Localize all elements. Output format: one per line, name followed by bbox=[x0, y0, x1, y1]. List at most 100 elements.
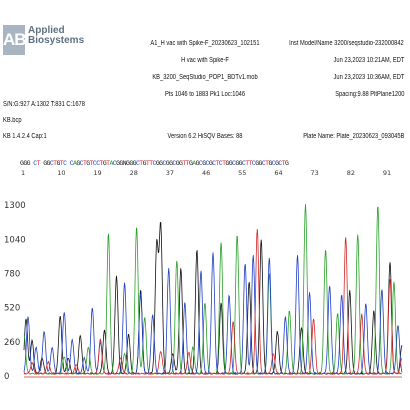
base-call-letter: C bbox=[33, 160, 37, 167]
base-call-letter: G bbox=[46, 160, 51, 167]
base-call-letter: C bbox=[152, 160, 157, 167]
base-position-label: 28 bbox=[129, 169, 138, 177]
base-call-letter: G bbox=[179, 160, 183, 167]
base-call-letter: G bbox=[235, 160, 239, 167]
base-position-labels: 1 10 19 28 37 46 55 64 73 82 91 bbox=[0, 169, 410, 179]
base-position-label: 82 bbox=[346, 169, 355, 177]
base-call-letter: C bbox=[92, 160, 97, 167]
base-call-letter: T bbox=[99, 160, 104, 167]
base-call-letter: C bbox=[241, 160, 246, 167]
base-call-letter: C bbox=[135, 160, 140, 167]
base-call-letter: G bbox=[228, 160, 233, 167]
trace-line bbox=[23, 252, 403, 376]
y-tick-label: 780 bbox=[4, 269, 20, 279]
base-call-letter: G bbox=[56, 160, 60, 167]
base-call-letter: G bbox=[169, 160, 173, 167]
base-call-letter: C bbox=[162, 160, 166, 167]
base-call-letter: C bbox=[79, 160, 84, 167]
base-call-letter: G bbox=[126, 160, 130, 167]
y-tick-label: 520 bbox=[4, 304, 20, 314]
electropherogram-chart: 0 260 520 780 1040 1300 bbox=[4, 201, 403, 382]
base-position-label: 1 bbox=[21, 169, 26, 177]
software-version: Version 6.2 HiSQV Bases: 88 bbox=[167, 133, 243, 140]
trace-line bbox=[23, 204, 403, 376]
logo-word-biosystems: Biosystems bbox=[28, 35, 85, 46]
base-call-letter: T bbox=[281, 160, 286, 167]
run-end-date: Jun 23,2023 10:36AM, EDT bbox=[333, 74, 404, 81]
base-call-letter: G bbox=[275, 160, 279, 167]
basecaller-file: KB.bcp bbox=[3, 117, 22, 124]
base-call-letter: C bbox=[49, 160, 54, 167]
base-call-letter: T bbox=[36, 160, 41, 167]
base-call-letter: T bbox=[182, 160, 186, 167]
base-position-label: 73 bbox=[310, 169, 319, 177]
base-call-letter: T bbox=[215, 160, 219, 167]
base-call-letter: T bbox=[265, 160, 269, 167]
base-call-letter: G bbox=[20, 160, 24, 167]
base-call-letter: T bbox=[89, 160, 94, 167]
base-call-letter: C bbox=[278, 160, 282, 167]
base-call-letter: G bbox=[258, 160, 263, 167]
base-call-letter: T bbox=[145, 160, 150, 167]
base-call-letter: T bbox=[185, 160, 190, 167]
applied-biosystems-logo: AB Applied Biosystems bbox=[3, 22, 84, 58]
base-position-label: 10 bbox=[57, 169, 66, 177]
base-call-letter: C bbox=[212, 160, 216, 167]
base-call-letter: G bbox=[208, 160, 213, 167]
base-call-letter: G bbox=[175, 160, 180, 167]
base-call-letter: G bbox=[86, 160, 90, 167]
run-start-date: Jun 23,2023 10:21AM, EDT bbox=[333, 57, 404, 64]
y-tick-label: 1300 bbox=[4, 201, 26, 211]
base-call-letter: G bbox=[26, 160, 31, 167]
base-call-letter: T bbox=[139, 160, 143, 167]
mobility-file: KB_3200_SeqStudio_POP1_BDTv1.mob bbox=[152, 74, 258, 81]
base-position-label: 91 bbox=[382, 169, 392, 177]
base-call-letter: G bbox=[43, 160, 47, 167]
points-range: Pts 1046 to 1883 Pk1 Loc:1046 bbox=[164, 91, 246, 98]
sample-name: H vac with Spike-F bbox=[181, 57, 229, 64]
base-position-label: 46 bbox=[201, 169, 211, 177]
base-call-letter: G bbox=[285, 160, 289, 167]
base-call-letter: C bbox=[251, 160, 256, 167]
base-call-letter: G bbox=[268, 160, 272, 167]
y-tick-label: 260 bbox=[4, 338, 20, 348]
base-call-letter: G bbox=[23, 160, 27, 167]
trace-line bbox=[23, 228, 403, 376]
base-call-letter: T bbox=[106, 160, 110, 167]
base-call-letter: T bbox=[222, 160, 226, 167]
base-call-letter: C bbox=[172, 160, 176, 167]
base-call-letter: G bbox=[155, 160, 160, 167]
base-call-letter: C bbox=[232, 160, 236, 167]
base-call-letter: G bbox=[142, 160, 147, 167]
base-call-letter: N bbox=[122, 160, 127, 167]
base-call-letter: T bbox=[248, 160, 253, 167]
base-call-letter: G bbox=[159, 160, 163, 167]
base-call-letter: A bbox=[73, 160, 77, 167]
instrument-model: Inst Model/Name 3200/seqstudio-232000842 bbox=[289, 40, 404, 47]
base-call-letter: G bbox=[202, 160, 206, 167]
base-call-letter: T bbox=[59, 160, 64, 167]
base-position-label: 19 bbox=[93, 169, 102, 177]
base-call-letter: C bbox=[218, 160, 223, 167]
logo-word-applied: Applied bbox=[28, 25, 65, 36]
base-call-letter: T bbox=[82, 160, 87, 167]
signal-strength: S/N:G:927 A:1302 T:831 C:1678 bbox=[3, 101, 85, 108]
base-call-letter: G bbox=[129, 160, 133, 167]
base-call-letter: A bbox=[192, 160, 196, 167]
base-call-letter: G bbox=[165, 160, 170, 167]
plate-name: Plate Name: Plate_20230623_093045B bbox=[302, 133, 404, 140]
base-call-sequence: GGG CT GGCTGTC CAGCTGTCCTGTACGGNGGGCTGTT… bbox=[20, 159, 404, 168]
base-call-letter: G bbox=[188, 160, 193, 167]
base-call-letter: G bbox=[195, 160, 200, 167]
basecaller-version: KB 1.4.2.4 Cap:1 bbox=[3, 133, 47, 140]
base-call-letter: G bbox=[116, 160, 120, 167]
base-position-label: 37 bbox=[165, 169, 175, 177]
base-call-letter: T bbox=[245, 160, 249, 167]
base-call-letter: G bbox=[76, 160, 80, 167]
base-call-letter: T bbox=[149, 160, 153, 167]
y-tick-label: 1040 bbox=[4, 235, 26, 245]
ab-logo-mark: AB bbox=[3, 25, 27, 55]
base-call-letter: C bbox=[112, 160, 117, 167]
base-call-letter: G bbox=[225, 160, 229, 167]
base-call-letter: G bbox=[238, 160, 243, 167]
